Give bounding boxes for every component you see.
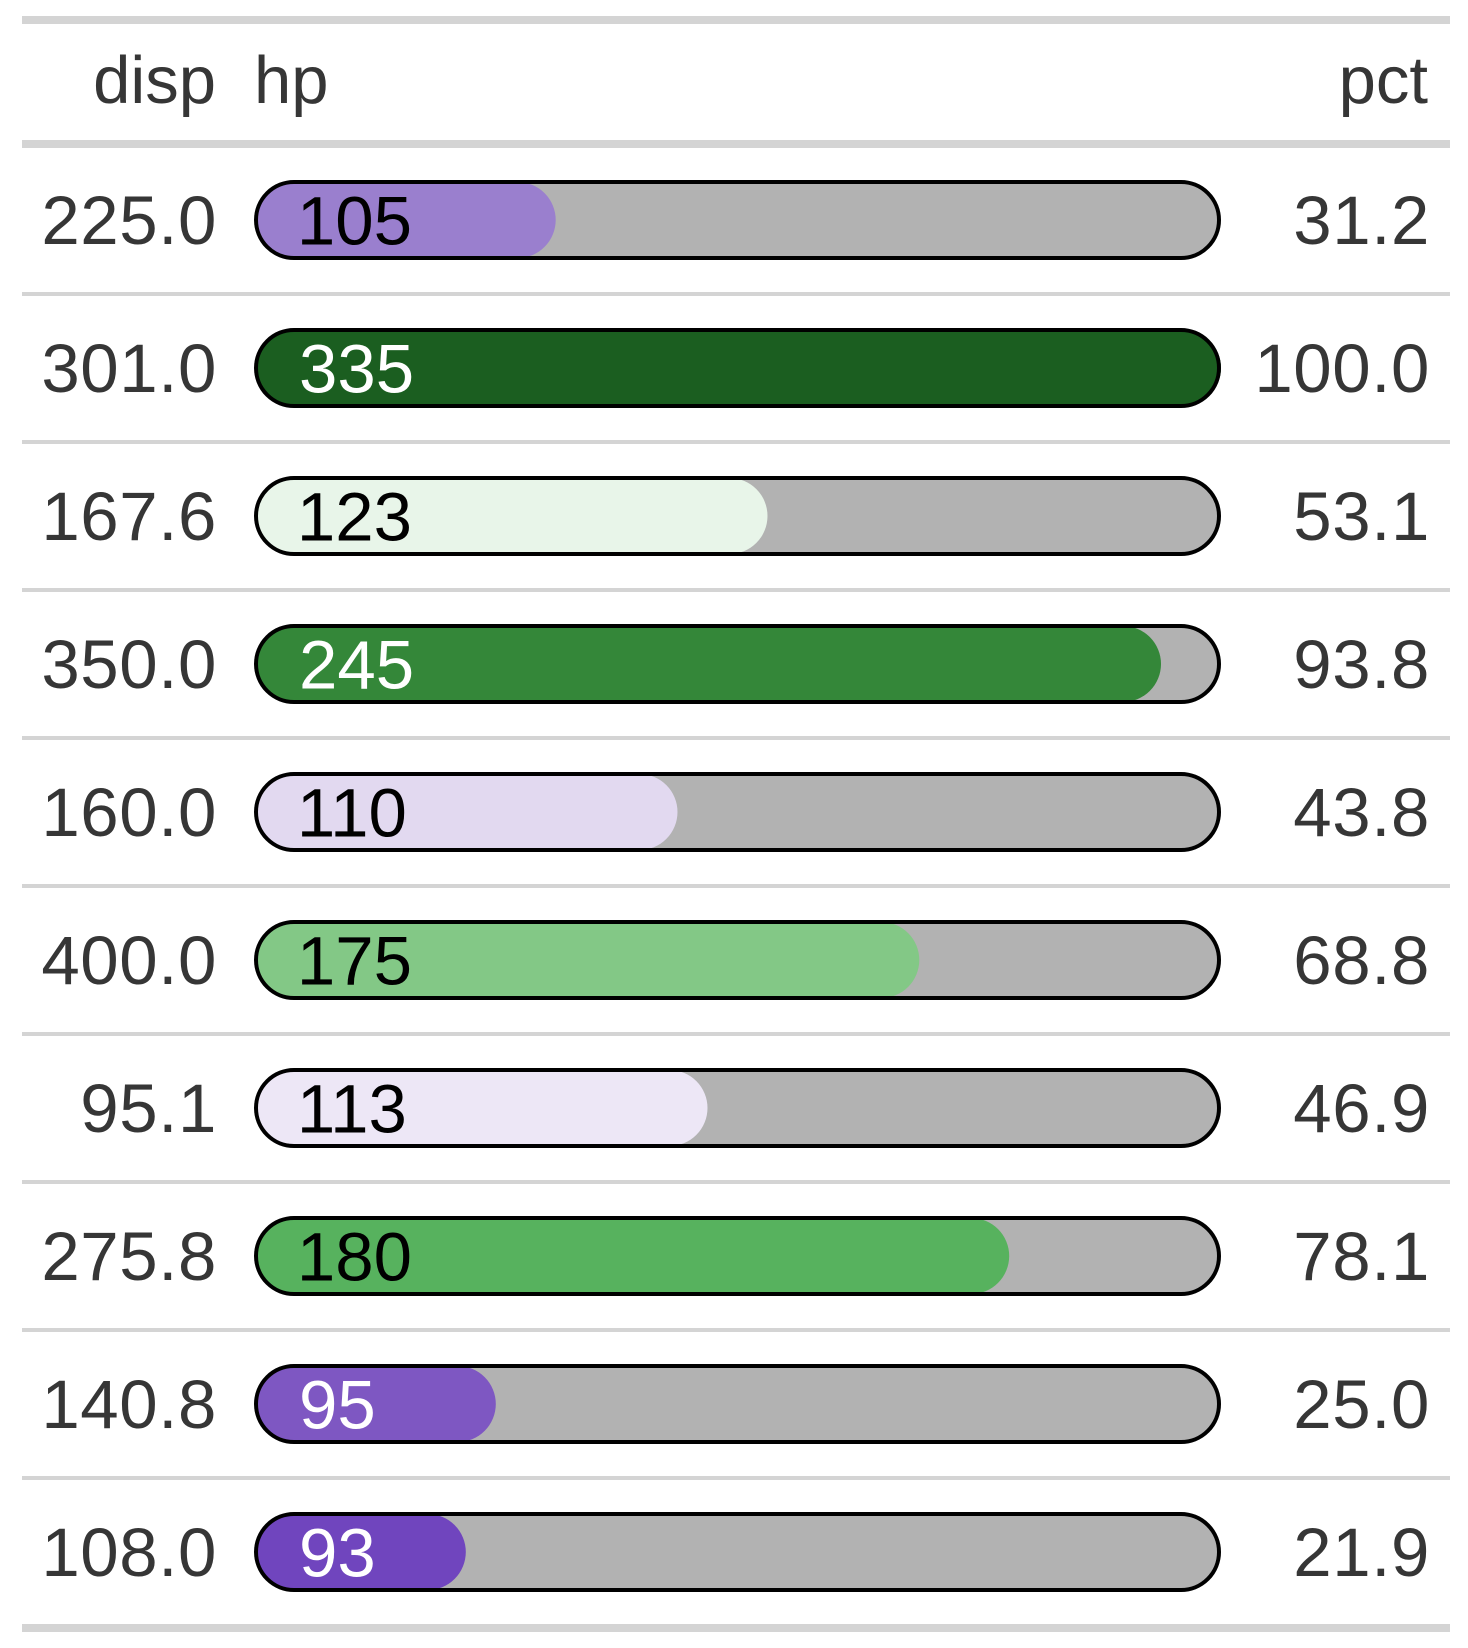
svg-text:95: 95 (299, 1367, 376, 1444)
svg-text:180: 180 (297, 1219, 412, 1296)
svg-text:110: 110 (297, 775, 407, 852)
svg-text:105: 105 (297, 183, 412, 260)
svg-text:93: 93 (299, 1515, 376, 1592)
svg-text:245: 245 (299, 627, 414, 704)
svg-text:113: 113 (297, 1071, 407, 1148)
svg-text:123: 123 (297, 479, 412, 556)
svg-text:175: 175 (297, 923, 412, 1000)
svg-text:335: 335 (299, 331, 414, 408)
